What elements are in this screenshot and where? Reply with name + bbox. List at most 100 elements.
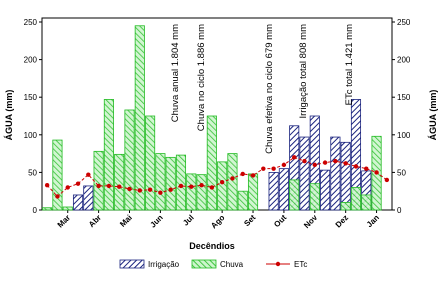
etc-point [302,158,307,164]
bar [52,139,63,211]
etc-point [312,162,317,168]
bar [206,115,217,211]
etc-point [199,182,204,188]
bar [124,109,135,211]
x-tick-label: Ago [209,213,226,230]
legend-label: Chuva [220,260,244,269]
y2-tick-label: 150 [397,93,411,102]
y2-tick-label: 0 [397,206,402,215]
legend-swatch [191,259,217,269]
y2-tick-label: 50 [397,168,406,177]
etc-point [250,173,256,178]
bar [83,185,94,211]
bar [227,153,238,211]
x-tick-label: Out [272,213,288,229]
bar [299,136,310,211]
legend-swatch [119,259,145,269]
y2-tick-label: 100 [397,131,411,140]
y2-tick-label: 200 [397,56,411,65]
bar [145,115,156,211]
etc-point [106,183,112,189]
etc-point [75,181,81,186]
bar [165,156,176,211]
etc-point [65,185,70,190]
bar [62,206,73,211]
x-tick-label: Dez [334,213,350,229]
x-tick-label: Mar [56,213,72,229]
etc-point [86,172,91,177]
x-axis-title: Decêndios [189,241,235,251]
etc-point [168,187,173,192]
bar [340,202,351,211]
etc-point [333,158,338,164]
x-tick-label: Abr [87,213,103,229]
x-tick-label: Set [242,213,257,228]
x-tick-label: Nov [302,213,319,230]
etc-point [147,187,153,192]
etc-point [374,170,379,175]
etc-point [343,161,348,166]
annotation: Chuva anual 1.804 mm [170,24,181,122]
etc-point [271,166,276,171]
plot-frame [41,17,393,211]
etc-point [209,185,215,190]
bar [186,173,197,211]
bar [340,141,351,211]
y-tick-label: 200 [24,56,38,65]
etc-point [230,176,235,181]
bar [247,173,259,211]
bar [278,168,289,211]
etc-point [364,166,369,171]
x-tick-label: Jun [148,213,165,230]
y-tick-label: 250 [24,18,38,27]
annotation: ETc total 1.421 mm [344,24,355,105]
x-tick-label: Mai [118,213,134,229]
etc-point [384,177,390,183]
etc-point [261,166,266,171]
legend-swatch [275,261,281,267]
bar [309,183,320,211]
bar [134,25,145,211]
y-axis-title: ÁGUA (mm) [4,90,14,141]
etc-point [158,190,163,195]
annotation: Chuva efetiva no ciclo 679 mm [264,24,275,154]
annotation: Chuva no ciclo 1.886 mm [196,24,207,131]
etc-line [46,156,388,198]
y2-tick-label: 250 [397,18,411,27]
bar [103,99,114,211]
y-tick-label: 0 [33,206,38,215]
etc-point [96,183,101,189]
bar [114,153,125,211]
bar [72,194,84,211]
x-tick-label: Jul [181,213,196,228]
etc-point [178,183,184,189]
bar [361,194,372,211]
bar [196,174,207,211]
etc-point [322,160,328,165]
y-tick-label: 150 [24,93,38,102]
etc-point [240,171,245,177]
etc-point [219,179,225,185]
legend-label: ETc [294,260,307,269]
bar [217,161,228,211]
etc-point [55,194,60,199]
etc-point [117,184,122,189]
bar [93,150,104,211]
bar [268,171,279,211]
bar [237,190,248,211]
legend-label: Irrigação [148,260,180,269]
bar [330,136,341,211]
bar [175,154,187,211]
y2-axis-title: ÁGUA (mm) [428,90,438,141]
bar [320,169,331,211]
etc-point [292,155,297,160]
etc-point [44,182,50,188]
etc-point [281,162,287,168]
bar [350,187,362,211]
bar [42,207,53,211]
y-tick-label: 50 [28,168,37,177]
bar [289,179,300,211]
etc-point [189,184,194,189]
etc-point [127,186,132,192]
